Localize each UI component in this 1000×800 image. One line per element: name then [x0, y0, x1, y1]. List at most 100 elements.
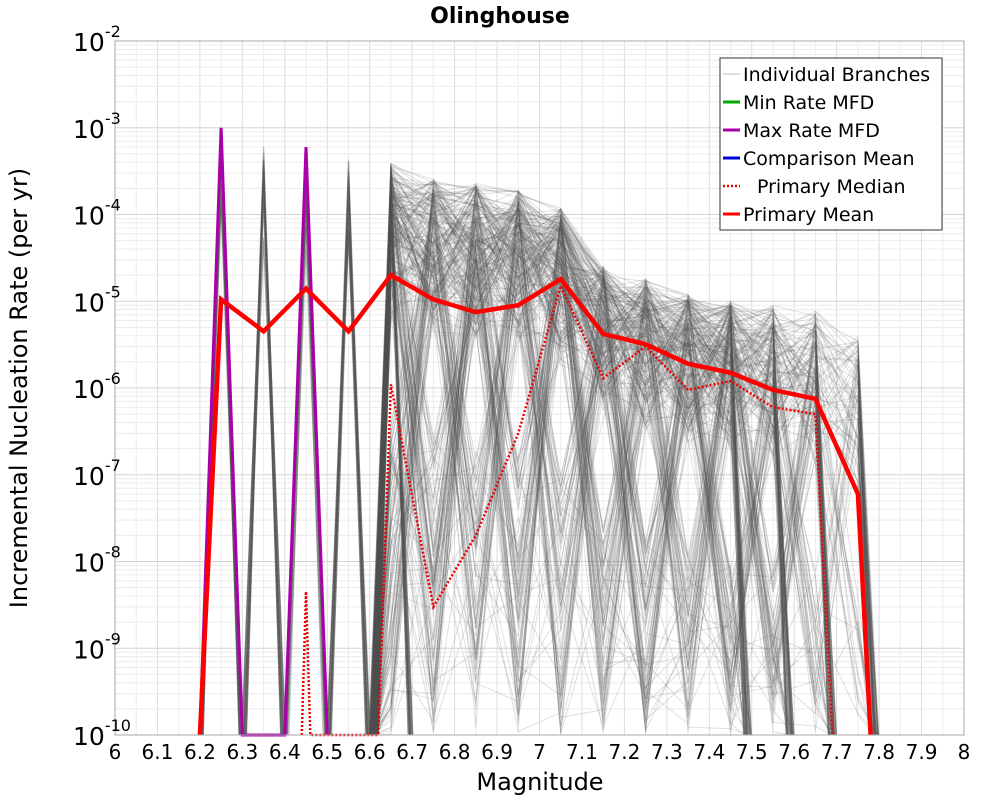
branch-line: [376, 182, 748, 736]
branch-line: [376, 206, 794, 736]
branch-line: [286, 249, 326, 736]
branch-line: [372, 261, 792, 736]
branch-line: [374, 202, 794, 736]
branch-line: [376, 203, 747, 736]
branch-line: [375, 203, 747, 736]
branch-line: [377, 225, 872, 736]
branch-line: [330, 204, 367, 736]
branch-line: [373, 228, 877, 736]
branch-line: [371, 189, 411, 736]
branch-line: [371, 216, 751, 736]
branch-line: [370, 234, 411, 736]
branch-line: [377, 163, 880, 736]
branch-line: [375, 173, 752, 736]
branch-line: [372, 214, 747, 736]
branch-line: [372, 192, 830, 736]
branch-line: [377, 183, 873, 736]
branch-line: [327, 159, 370, 736]
branch-line: [373, 207, 876, 736]
branch-line: [371, 196, 834, 736]
branch-line: [372, 194, 793, 736]
branch-line: [370, 174, 836, 736]
branch-line: [376, 209, 745, 736]
branch-line: [375, 210, 877, 736]
branch-line: [370, 191, 876, 736]
branch-line: [242, 146, 285, 736]
branch-line: [371, 220, 830, 736]
branch-line: [371, 217, 831, 736]
branch-line: [377, 186, 879, 736]
branch-line: [370, 236, 875, 736]
branch-line: [329, 169, 368, 736]
branch-line: [328, 177, 369, 736]
branch-line: [373, 207, 880, 736]
branch-line: [371, 209, 836, 736]
branch-line: [372, 186, 792, 736]
branch-line: [374, 183, 788, 736]
branch-line: [376, 182, 872, 736]
x-tick-label: 6: [109, 740, 122, 764]
legend-label: Max Rate MFD: [743, 120, 880, 142]
branch-line: [242, 240, 285, 736]
branch-line: [373, 184, 789, 736]
branch-line: [375, 219, 752, 736]
branch-line: [372, 186, 879, 736]
branch-line: [373, 183, 787, 736]
branch-line: [369, 220, 835, 736]
branch-line: [373, 169, 794, 736]
x-tick-label: 6.6: [354, 740, 386, 764]
branch-line: [375, 206, 879, 736]
branch-line: [375, 210, 833, 736]
branch-line: [369, 194, 879, 736]
branch-line: [373, 212, 878, 736]
branch-line: [375, 201, 752, 736]
x-tick-label: 6.9: [481, 740, 513, 764]
branch-line: [329, 214, 368, 736]
branch-line: [373, 191, 750, 736]
branch-line: [374, 186, 795, 736]
branch-line: [377, 216, 878, 736]
branch-line: [377, 249, 794, 736]
branch-line: [377, 241, 875, 736]
branch-line: [375, 289, 876, 736]
branch-line: [242, 165, 285, 736]
branch-line: [373, 195, 788, 736]
branch-line: [375, 167, 830, 736]
branch-line: [370, 191, 835, 736]
x-tick-label: 7.5: [736, 740, 768, 764]
branch-line: [376, 210, 789, 736]
branch-line: [375, 195, 879, 736]
branch-line: [371, 240, 829, 736]
branch-line: [376, 184, 752, 736]
branch-line: [369, 189, 752, 736]
branch-line: [375, 184, 829, 736]
branch-line: [372, 183, 793, 736]
series-line-primary-mean: [197, 272, 873, 736]
x-tick-label: 6.4: [269, 740, 301, 764]
branch-line: [374, 224, 791, 736]
branch-line: [369, 236, 878, 736]
branch-line: [369, 192, 752, 736]
branch-line: [369, 205, 745, 736]
x-tick-label: 6.8: [439, 740, 471, 764]
branch-line: [373, 208, 745, 736]
branch-line: [329, 185, 368, 736]
branch-line: [374, 222, 751, 736]
branch-line: [372, 194, 747, 736]
y-tick-label: 10-3: [73, 109, 121, 144]
branch-line: [373, 228, 830, 736]
branch-line: [373, 218, 875, 736]
branch-line: [372, 188, 751, 736]
branch-line: [372, 241, 832, 736]
branch-line: [370, 195, 831, 736]
branch-line: [375, 199, 832, 736]
branch-line: [373, 197, 748, 736]
branch-line: [371, 201, 789, 736]
branch-line: [373, 194, 831, 736]
x-tick-label: 7.6: [778, 740, 810, 764]
branch-line: [371, 206, 876, 736]
x-tick-label: 6.2: [184, 740, 216, 764]
branch-line: [373, 209, 837, 736]
branch-line: [370, 196, 829, 736]
branch-line: [374, 171, 751, 736]
